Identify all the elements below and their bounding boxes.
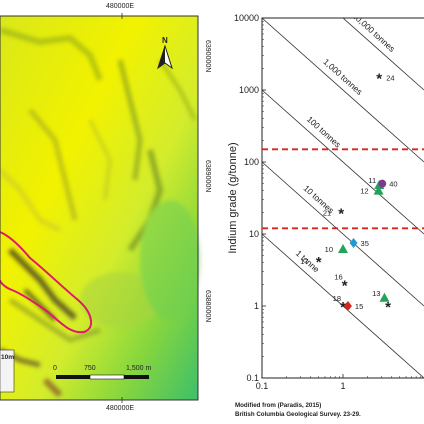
y-tick-label: 1000 — [239, 85, 259, 95]
point-triangle — [379, 292, 390, 302]
point-label: 10 — [325, 245, 333, 254]
x-tick-label: 0.1 — [256, 381, 269, 391]
north-arrow-label: N — [162, 36, 168, 45]
point-label: 11 — [368, 176, 376, 185]
tonnage-line — [262, 233, 424, 378]
legend-box — [0, 349, 15, 393]
chart-footer-citation: British Columbia Geological Survey. 23-2… — [235, 411, 361, 418]
map-frame — [0, 15, 199, 401]
y-tick-label: 100 — [244, 157, 259, 167]
scale-tick-750: 750 — [84, 365, 96, 372]
point-star: * — [376, 70, 382, 87]
easting-label-top: 480000E — [106, 3, 135, 10]
scale-tick-0: 0 — [53, 365, 57, 372]
northing-label-1: 6390000N — [204, 40, 211, 73]
easting-label-bottom: 480000E — [106, 405, 135, 412]
y-tick-label: 1 — [254, 301, 259, 311]
point-label: 40 — [389, 180, 397, 189]
y-axis-label: Indium grade (g/tonne) — [227, 142, 239, 253]
northing-label-2: 6389000N — [204, 160, 211, 193]
scale-tick-1500: 1,500 m — [126, 365, 152, 372]
north-arrow-icon — [157, 44, 173, 70]
point-triangle — [373, 185, 384, 195]
point-label: 21 — [323, 208, 331, 217]
tonnage-line — [262, 18, 424, 163]
northing-label-3: 6388000N — [204, 290, 211, 323]
point-label: 18 — [333, 294, 341, 303]
point-diamond — [349, 237, 358, 248]
y-tick-label: 10 — [249, 229, 259, 239]
legend-text: 10m — [1, 354, 15, 361]
terrain-map — [0, 13, 200, 403]
point-label: 12 — [360, 187, 368, 196]
point-star: * — [342, 277, 348, 294]
point-label: 13 — [372, 289, 380, 298]
x-tick-label: 1 — [340, 381, 345, 391]
y-tick-label: 10000 — [234, 13, 259, 23]
point-label: 24 — [386, 73, 394, 82]
point-label: 35 — [361, 239, 369, 248]
tonnage-line — [262, 161, 424, 307]
point-label: 15 — [355, 302, 363, 311]
tonnage-line — [342, 18, 424, 91]
point-star: * — [338, 205, 344, 222]
chart-footer-source: Modified from (Paradis, 2015) — [235, 402, 322, 409]
map-panel: 480000E 480000E 6390000N 6389000N 638800… — [0, 3, 211, 412]
y-tick-label: 0.1 — [246, 373, 259, 383]
terrain-shading — [0, 27, 200, 343]
scale-bar — [56, 374, 149, 380]
deposit-outline — [0, 231, 93, 334]
point-label: 16 — [334, 272, 342, 281]
point-label: 17 — [300, 257, 308, 266]
tonnage-line — [262, 89, 424, 235]
point-diamond — [343, 301, 352, 311]
chart-panel: 1 tonne 10 tonnes 100 tonnes 1,000 tonnes 10… — [212, 0, 424, 424]
point-star: * — [385, 299, 391, 316]
point-triangle — [338, 243, 348, 253]
point-star: * — [340, 299, 346, 316]
plot-frame — [261, 17, 424, 379]
point-circle — [378, 179, 387, 188]
point-star: * — [316, 254, 322, 271]
